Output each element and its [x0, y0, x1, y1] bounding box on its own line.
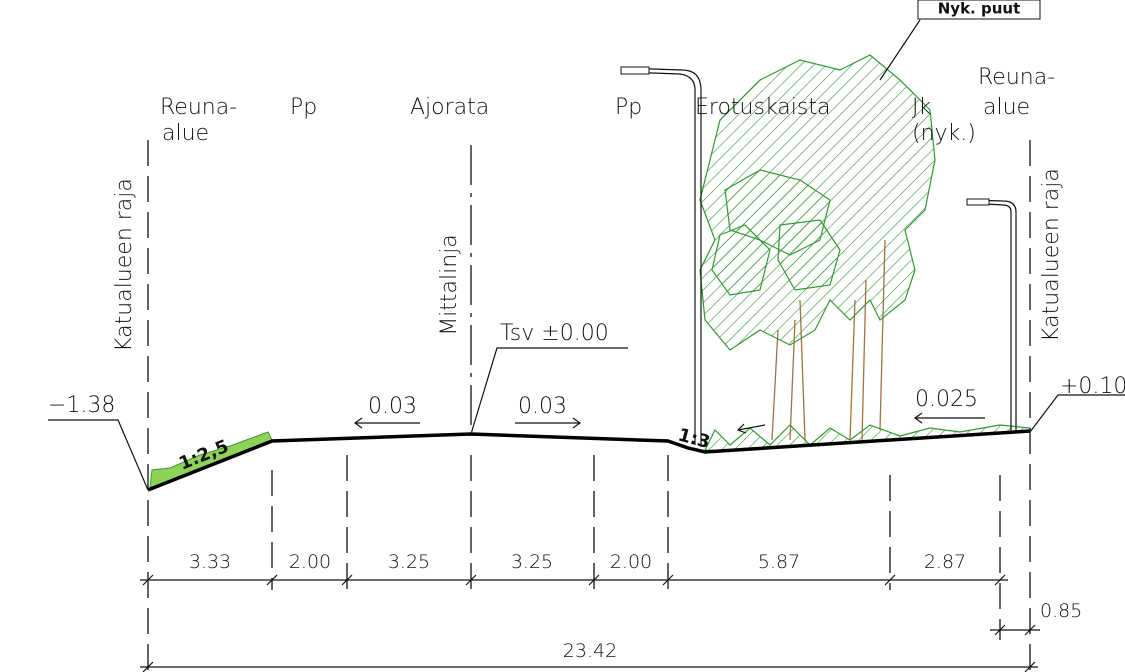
dimension-label: 3.25 [511, 551, 553, 573]
level-leader [1029, 394, 1125, 433]
dimension-label: 2.00 [289, 551, 331, 573]
dimension-label: 2.00 [610, 551, 652, 573]
zone-label: Reuna- [978, 65, 1055, 90]
zone-label: Jk [912, 95, 931, 120]
dimension-extensions [271, 455, 1001, 640]
dimension-lines [140, 574, 1040, 672]
center-line-label: Mittalinja [437, 234, 462, 336]
trunk [771, 239, 886, 441]
slope-arrow [736, 423, 766, 434]
zone-label: Pp [290, 95, 317, 120]
ground-line [147, 429, 1031, 492]
dimension-ticks [142, 574, 1006, 586]
level-label: −1.38 [48, 393, 115, 418]
gradient-label: 1:3 [676, 425, 713, 454]
trees [149, 54, 1031, 489]
zone-label: Pp [615, 95, 642, 120]
offset-label: 0.85 [1040, 600, 1082, 622]
tree-crown [777, 219, 841, 291]
slope-label: 0.03 [368, 394, 417, 419]
lamp-post [624, 67, 702, 445]
callout-box [917, 0, 1041, 20]
slope-arrow [353, 417, 420, 429]
zone-sub-label: alue [983, 95, 1030, 120]
callout-label: Nyk. puut [938, 0, 1021, 18]
boundary-label: Katualueen raja [1039, 168, 1064, 342]
zone-sub-label: alue [162, 121, 209, 146]
lamp-post [969, 199, 1017, 432]
dimension-ticks [994, 624, 1036, 636]
lamp-head [620, 66, 650, 75]
dimension-label: 2.87 [924, 551, 966, 573]
zone-sub-label: (nyk.) [912, 121, 976, 146]
slope-arrow [913, 412, 985, 424]
slope-label: 0.03 [518, 394, 567, 419]
leaders [48, 19, 1125, 491]
tree-crown [711, 224, 771, 296]
level-label: +0.10 [1060, 374, 1125, 399]
zone-label: Erotuskaista [695, 95, 830, 120]
dimension-label: 5.87 [758, 551, 800, 573]
zone-label: Reuna- [160, 95, 237, 120]
slope-arrow [515, 417, 582, 429]
dimension-label: 3.33 [189, 551, 231, 573]
lamp-head [966, 198, 990, 206]
total-label: 23.42 [563, 640, 617, 662]
slope-label: 0.025 [915, 387, 978, 412]
dimension-ticks [142, 661, 1036, 672]
callout-leader [879, 19, 921, 81]
level-leader [48, 419, 149, 491]
dimension-label: 3.25 [388, 551, 430, 573]
boundary-label: Katualueen raja [112, 178, 137, 352]
level-label: Tsv ±0.00 [500, 321, 609, 346]
slope-grass [149, 431, 273, 489]
zone-label: Ajorata [410, 95, 489, 120]
level-leader [470, 347, 628, 435]
